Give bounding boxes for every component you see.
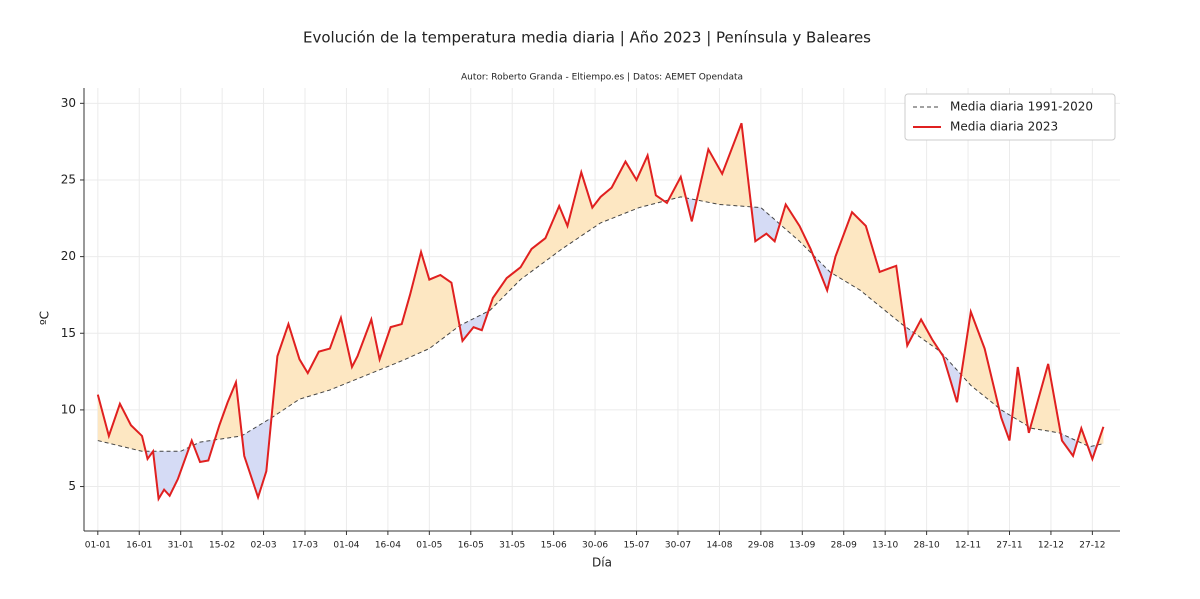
legend-label: Media diaria 1991-2020 (950, 100, 1093, 114)
y-tick-label: 20 (61, 249, 76, 263)
x-tick-label: 01-05 (416, 541, 442, 551)
x-tick-label: 15-06 (541, 541, 567, 551)
x-tick-label: 28-09 (831, 541, 857, 551)
x-tick-label: 12-12 (1038, 541, 1064, 551)
y-tick-label: 5 (68, 479, 76, 493)
x-tick-label: 30-06 (582, 541, 608, 551)
x-tick-label: 27-12 (1079, 541, 1105, 551)
x-tick-label: 27-11 (996, 541, 1022, 551)
chart-title: Evolución de la temperatura media diaria… (303, 29, 871, 47)
x-tick-label: 30-07 (665, 541, 691, 551)
fill-above (97, 123, 1104, 452)
legend-label: Media diaria 2023 (950, 120, 1058, 134)
x-tick-label: 12-11 (955, 541, 981, 551)
x-tick-label: 16-01 (126, 541, 152, 551)
x-tick-label: 02-03 (250, 541, 276, 551)
x-tick-label: 17-03 (292, 541, 318, 551)
y-tick-label: 30 (61, 96, 76, 110)
x-tick-label: 31-05 (499, 541, 525, 551)
x-tick-label: 16-04 (375, 541, 401, 551)
x-tick-label: 14-08 (706, 541, 732, 551)
x-tick-label: 28-10 (914, 541, 940, 551)
legend-box (904, 93, 1116, 141)
series-line (97, 196, 1104, 452)
chart-subtitle: Autor: Roberto Granda - Eltiempo.es | Da… (461, 73, 743, 83)
x-tick-label: 13-10 (872, 541, 898, 551)
series-line (96, 122, 1105, 502)
x-tick-label: 13-09 (789, 541, 815, 551)
x-tick-label: 16-05 (458, 541, 484, 551)
y-axis-label: ºC (38, 311, 52, 325)
x-axis-label: Día (592, 556, 612, 570)
x-tick-label: 01-04 (333, 541, 359, 551)
y-tick-label: 10 (61, 402, 76, 416)
x-tick-label: 01-01 (85, 541, 111, 551)
y-tick-label: 25 (61, 172, 76, 186)
x-tick-label: 15-07 (623, 541, 649, 551)
x-tick-label: 31-01 (168, 541, 194, 551)
y-tick-label: 15 (61, 326, 76, 340)
x-tick-label: 15-02 (209, 541, 235, 551)
x-tick-label: 29-08 (748, 541, 774, 551)
fill-below (97, 196, 1104, 499)
